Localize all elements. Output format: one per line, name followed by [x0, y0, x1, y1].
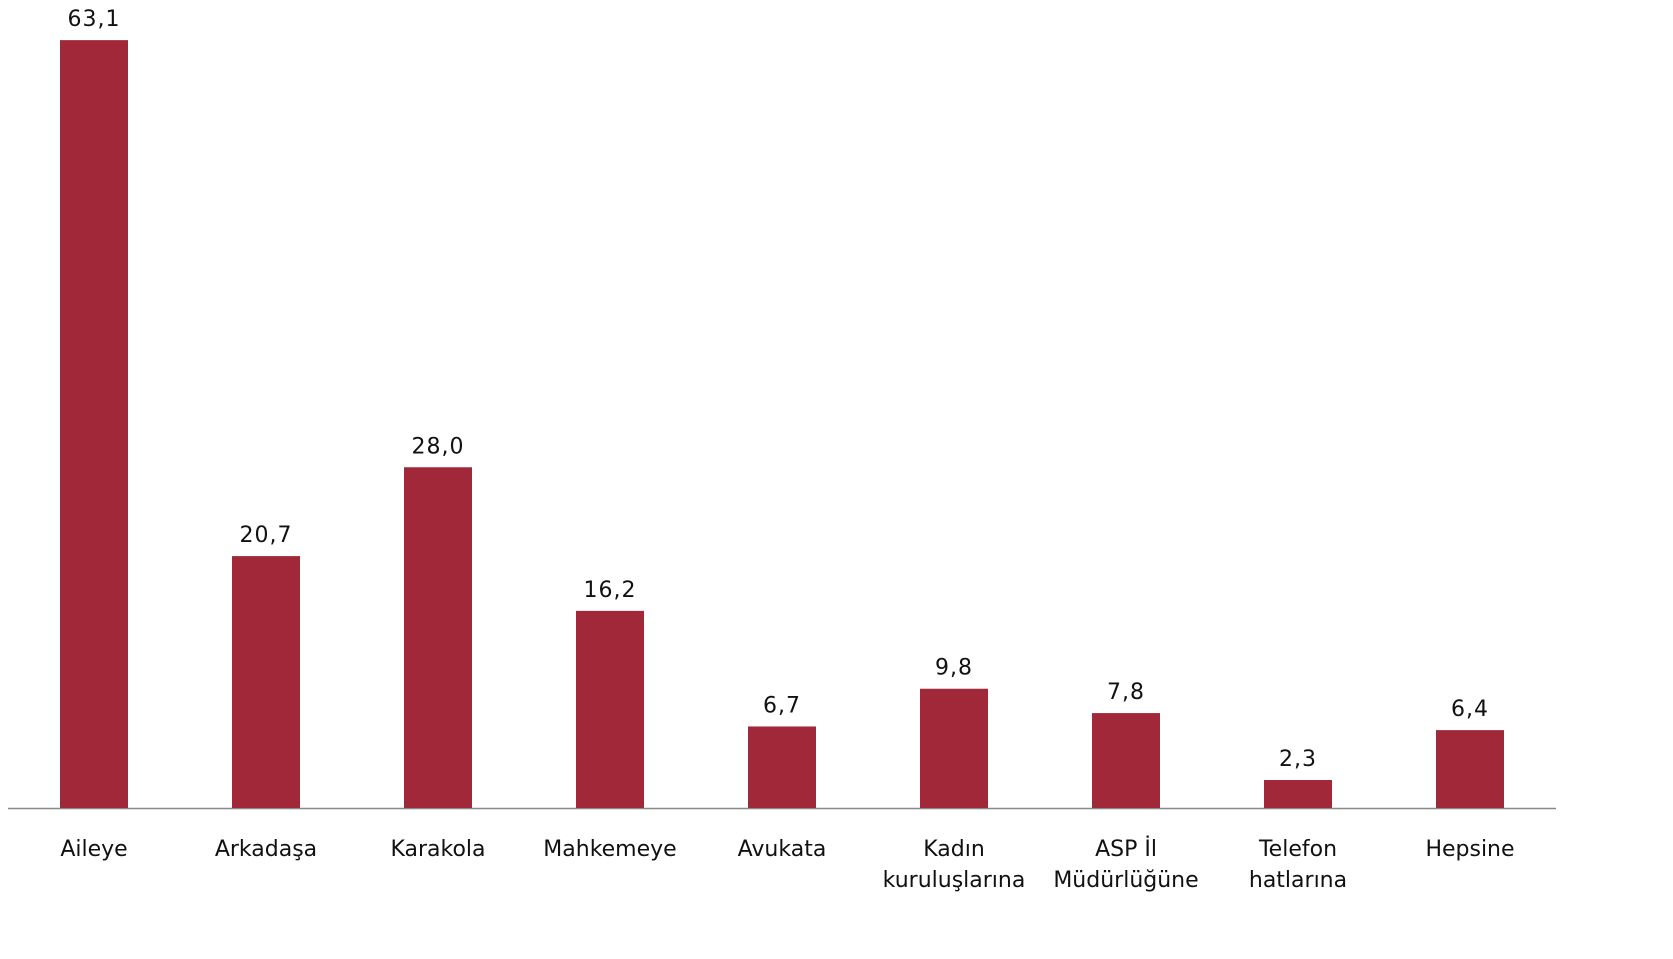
- bar: [1092, 713, 1160, 808]
- value-label: 6,7: [763, 693, 801, 718]
- x-tick-label: Avukata: [737, 837, 827, 862]
- bar: [404, 467, 472, 808]
- value-label: 6,4: [1451, 697, 1489, 722]
- bar: [60, 40, 128, 809]
- value-label: 9,8: [935, 656, 973, 681]
- value-label: 28,0: [412, 434, 465, 459]
- bar: [576, 610, 644, 808]
- value-label: 63,1: [68, 7, 121, 32]
- x-tick-label: Aileye: [60, 837, 128, 862]
- bar: [748, 726, 816, 808]
- bar: [920, 688, 988, 808]
- value-label: 20,7: [240, 523, 293, 548]
- bar: [232, 556, 300, 808]
- x-tick-label: Telefon hatlarına: [1248, 837, 1348, 893]
- x-tick-label: Kadın kuruluşlarına: [882, 837, 1026, 893]
- value-label: 7,8: [1107, 680, 1145, 705]
- value-label: 2,3: [1279, 747, 1317, 772]
- x-tick-label: Arkadaşa: [214, 837, 318, 862]
- x-tick-label: Hepsine: [1425, 837, 1515, 862]
- bar: [1436, 730, 1504, 808]
- x-tick-label: Karakola: [390, 837, 486, 862]
- bar: [1264, 780, 1332, 808]
- value-label: 16,2: [584, 578, 637, 603]
- x-tick-label: ASP İl Müdürlüğüne: [1053, 837, 1199, 893]
- x-tick-label: Mahkemeye: [543, 837, 677, 862]
